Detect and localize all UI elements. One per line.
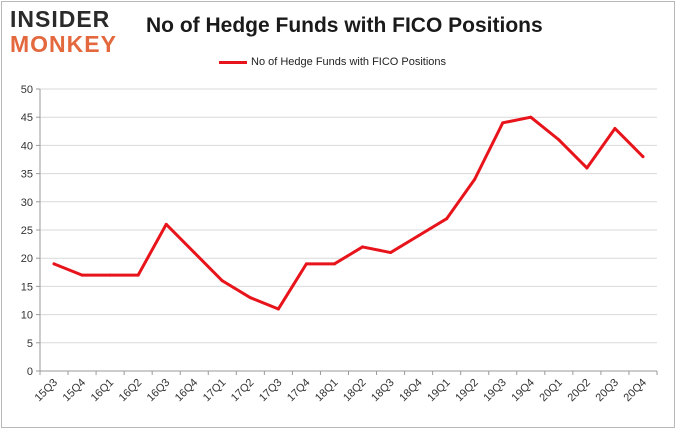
- y-tick-label: 10: [21, 310, 33, 322]
- y-tick-label: 50: [21, 84, 33, 96]
- data-point: [501, 121, 505, 125]
- data-point: [389, 251, 393, 255]
- x-tick-label: 16Q1: [89, 377, 117, 405]
- x-tick-label: 15Q3: [33, 377, 61, 405]
- x-tick-label: 18Q4: [397, 377, 425, 405]
- y-tick-label: 35: [21, 169, 33, 181]
- data-point: [164, 222, 168, 226]
- data-point: [332, 262, 336, 266]
- x-tick-label: 19Q1: [425, 377, 453, 405]
- x-tick-label: 17Q2: [229, 377, 257, 405]
- x-tick-label: 18Q1: [313, 377, 341, 405]
- y-tick-label: 30: [21, 197, 33, 209]
- data-point: [192, 251, 196, 255]
- data-point: [136, 273, 140, 277]
- y-tick-label: 15: [21, 281, 33, 293]
- data-point: [613, 126, 617, 130]
- legend-label: No of Hedge Funds with FICO Positions: [251, 56, 447, 68]
- x-tick-label: 20Q2: [565, 377, 593, 405]
- x-tick-label: 20Q4: [622, 377, 650, 405]
- data-point: [585, 166, 589, 170]
- y-tick-label: 5: [27, 338, 33, 350]
- x-tick-label: 17Q4: [285, 377, 313, 405]
- logo-text-bottom: MONKEY: [10, 31, 117, 57]
- x-tick-label: 18Q3: [369, 377, 397, 405]
- data-point: [361, 245, 365, 249]
- x-tick-label: 19Q3: [481, 377, 509, 405]
- legend-swatch: [219, 60, 247, 64]
- axis-layer: 0 5 10 15 20 25 30 35 40 45 50 15Q3 15Q4 16Q1 16Q2 16Q3…: [21, 84, 658, 405]
- data-point: [417, 234, 421, 238]
- x-tick-label: 16Q4: [173, 377, 201, 405]
- series-line: [52, 115, 645, 311]
- x-tick-label: 15Q4: [61, 377, 89, 405]
- data-point: [248, 296, 252, 300]
- y-tick-label: 0: [27, 366, 33, 378]
- x-tick-label: 16Q3: [145, 377, 173, 405]
- chart-legend: No of Hedge Funds with FICO Positions: [219, 54, 446, 70]
- data-point: [529, 115, 533, 119]
- logo-text-top: INSIDER: [10, 6, 111, 32]
- x-tick-label: 16Q2: [117, 377, 145, 405]
- y-tick-label: 20: [21, 253, 33, 265]
- data-point: [473, 177, 477, 181]
- data-point: [304, 262, 308, 266]
- x-tick-label: 20Q3: [594, 377, 622, 405]
- data-point: [641, 155, 645, 159]
- grid-layer: [40, 88, 657, 344]
- data-point: [445, 217, 449, 221]
- data-point: [80, 273, 84, 277]
- y-tick-label: 25: [21, 225, 33, 237]
- y-tick-label: 45: [21, 112, 33, 124]
- chart-title: No of Hedge Funds with FICO Positions: [146, 14, 543, 37]
- y-tick-label: 40: [21, 140, 33, 152]
- x-tick-label: 17Q3: [257, 377, 285, 405]
- data-point: [52, 262, 56, 266]
- data-point: [276, 307, 280, 311]
- series-layer: [52, 115, 645, 311]
- insider-monkey-logo: INSIDER MONKEY: [10, 6, 128, 58]
- data-point: [108, 273, 112, 277]
- data-point: [557, 138, 561, 142]
- x-tick-label: 17Q1: [201, 377, 229, 405]
- data-point: [220, 279, 224, 283]
- x-tick-label: 18Q2: [341, 377, 369, 405]
- x-tick-label: 20Q1: [537, 377, 565, 405]
- x-tick-label: 19Q4: [509, 377, 537, 405]
- x-tick-label: 19Q2: [453, 377, 481, 405]
